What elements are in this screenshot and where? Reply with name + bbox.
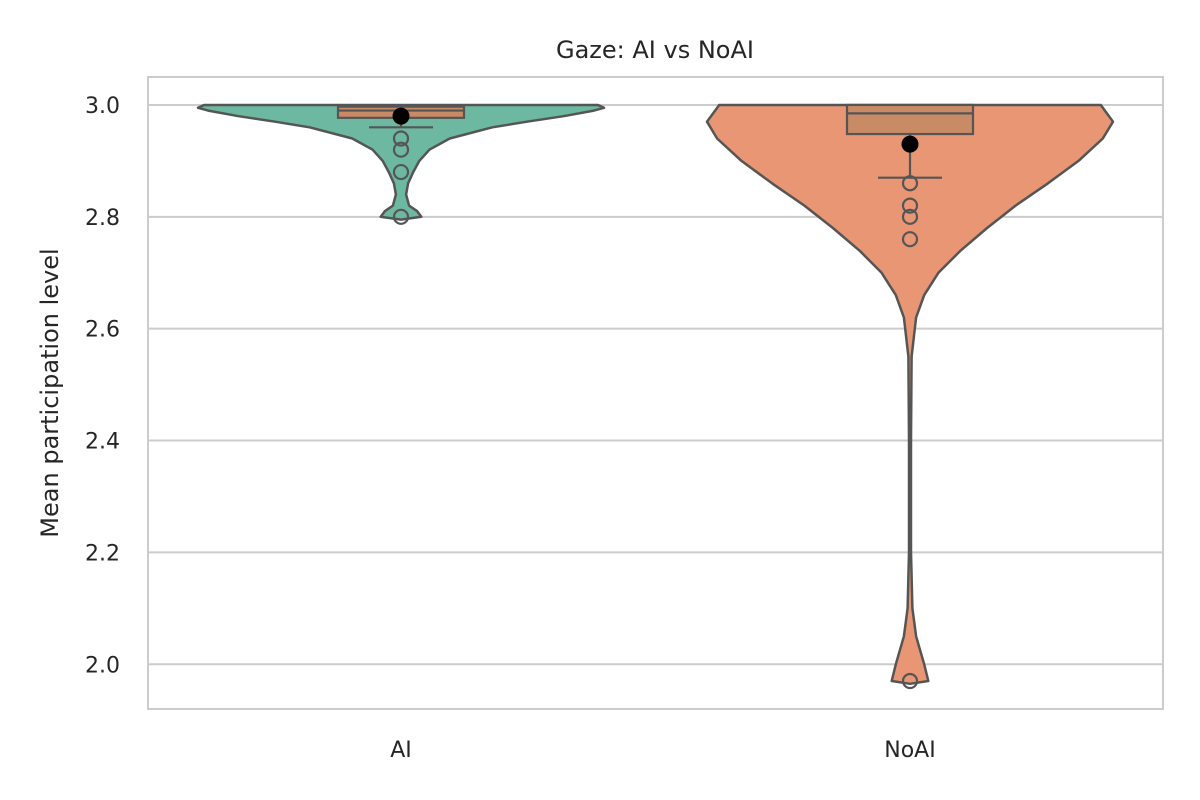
- mean-marker: [392, 107, 410, 125]
- outlier-point: [901, 208, 919, 225]
- points: [392, 107, 919, 690]
- chart-title: Gaze: AI vs NoAI: [556, 36, 754, 64]
- y-axis-label: Mean participation level: [36, 248, 64, 537]
- x-tick-label: NoAI: [884, 738, 935, 763]
- mean-marker: [901, 135, 919, 153]
- x-tick-label: AI: [390, 738, 412, 763]
- outlier-point: [392, 208, 410, 225]
- y-tick-label: 2.4: [85, 430, 120, 455]
- y-tick-label: 2.2: [85, 541, 120, 566]
- y-tick-label: 2.6: [85, 318, 120, 343]
- y-tick-label: 2.8: [85, 206, 120, 231]
- outlier-point: [901, 672, 919, 690]
- y-tick-labels: 2.0 2.2 2.4 2.6 2.8 3.0: [85, 94, 120, 678]
- outlier-point: [901, 175, 919, 192]
- outlier-point: [392, 130, 410, 147]
- outlier-point: [392, 141, 410, 158]
- plot-area-frame: [147, 76, 1164, 710]
- outlier-point: [901, 197, 919, 214]
- violin-noai: [705, 103, 1115, 686]
- box-noai: [845, 103, 975, 136]
- outlier-point: [392, 163, 410, 181]
- y-tick-label: 3.0: [85, 94, 120, 119]
- violins: [196, 103, 1115, 686]
- violin-ai: [196, 103, 606, 221]
- x-tick-labels: AI NoAI: [390, 738, 936, 763]
- outlier-point: [901, 231, 919, 248]
- y-tick-label: 2.0: [85, 653, 120, 678]
